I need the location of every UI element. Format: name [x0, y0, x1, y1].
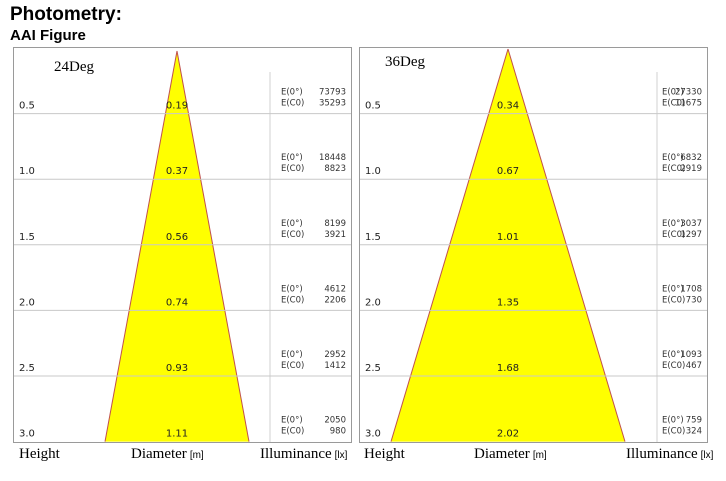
illuminance-label-text: Illuminance [260, 446, 332, 462]
e0-value: 8199 [324, 219, 346, 229]
ec0-value: 1412 [324, 361, 346, 371]
e0-label: E(0°) [662, 153, 684, 163]
height-value: 2.0 [19, 297, 35, 308]
e0-label: E(0°) [281, 416, 303, 426]
diameter-axis-label: Diameter [m] [474, 446, 547, 463]
height-value: 0.5 [19, 101, 35, 112]
height-value: 0.5 [365, 101, 381, 112]
ec0-value: 980 [330, 427, 346, 437]
e0-label: E(0°) [662, 284, 684, 294]
ec0-label: E(C0) [662, 164, 685, 174]
ec0-value: 1297 [680, 230, 702, 240]
beam-panel-36deg: 0.5 0.34 E(0°) 27330 E(C0) 11675 1.0 0.67 E(0°) 6… [359, 47, 708, 443]
diameter-label-text: Diameter [474, 446, 530, 462]
illuminance-unit: [lx] [700, 450, 714, 461]
e0-label: E(0°) [281, 88, 303, 98]
height-value: 2.5 [365, 363, 381, 374]
diameter-axis-label: Diameter [m] [131, 446, 204, 463]
beam-diagram-24deg: 0.5 0.19 E(0°) 73793 E(C0) 35293 1.0 0.37 E(0°) 1… [14, 50, 351, 442]
diameter-value: 0.34 [497, 101, 519, 112]
diameter-value: 0.37 [166, 166, 188, 177]
illuminance-unit: [lx] [334, 450, 348, 461]
beam-panel-24deg: 0.5 0.19 E(0°) 73793 E(C0) 35293 1.0 0.37 E(0°) 1… [13, 47, 352, 443]
ec0-value: 2919 [680, 164, 702, 174]
height-value: 2.5 [19, 363, 35, 374]
ec0-label: E(C0) [662, 295, 685, 305]
e0-label: E(0°) [281, 219, 303, 229]
ec0-label: E(C0) [281, 361, 304, 371]
diameter-value: 0.74 [166, 297, 188, 308]
e0-label: E(0°) [662, 219, 684, 229]
ec0-value: 2206 [324, 295, 346, 305]
e0-label: E(0°) [281, 153, 303, 163]
height-value: 3.0 [365, 429, 381, 440]
diameter-value: 0.93 [166, 363, 188, 374]
e0-label: E(0°) [281, 284, 303, 294]
diameter-value: 0.19 [166, 101, 188, 112]
e0-value: 1708 [680, 284, 702, 294]
height-value: 1.5 [365, 232, 381, 243]
ec0-label: E(C0) [281, 164, 304, 174]
height-value: 3.0 [19, 429, 35, 440]
diameter-unit: [m] [532, 450, 547, 461]
ec0-label: E(C0) [662, 427, 685, 437]
e0-value: 3037 [680, 219, 702, 229]
height-value: 1.0 [19, 166, 35, 177]
ec0-value: 467 [686, 361, 702, 371]
beam-cone [105, 51, 249, 442]
diameter-value: 2.02 [497, 429, 519, 440]
ec0-value: 3921 [324, 230, 346, 240]
page-title: Photometry: [10, 4, 122, 25]
illuminance-label-text: Illuminance [626, 446, 698, 462]
diameter-value: 0.67 [497, 166, 519, 177]
e0-value: 6832 [680, 153, 702, 163]
diameter-value: 1.68 [497, 363, 519, 374]
e0-label: E(0°) [662, 350, 684, 360]
ec0-label: E(C0) [662, 361, 685, 371]
ec0-value: 730 [686, 295, 702, 305]
ec0-label: E(C0) [662, 99, 685, 109]
ec0-label: E(C0) [662, 230, 685, 240]
e0-value: 2050 [324, 416, 346, 426]
ec0-label: E(C0) [281, 230, 304, 240]
diameter-unit: [m] [189, 450, 204, 461]
e0-value: 27330 [675, 88, 702, 98]
e0-value: 759 [686, 416, 702, 426]
diameter-label-text: Diameter [131, 446, 187, 462]
e0-value: 2952 [324, 350, 346, 360]
beam-angle-label: 24Deg [54, 59, 94, 75]
ec0-value: 11675 [675, 99, 702, 109]
page-subtitle: AAI Figure [10, 27, 86, 44]
ec0-value: 324 [686, 427, 702, 437]
e0-value: 4612 [324, 284, 346, 294]
diameter-value: 1.11 [166, 429, 188, 440]
ec0-label: E(C0) [281, 295, 304, 305]
illuminance-axis-label: Illuminance [lx] [260, 446, 347, 463]
e0-value: 1093 [680, 350, 702, 360]
e0-label: E(0°) [662, 416, 684, 426]
e0-label: E(0°) [662, 88, 684, 98]
ec0-value: 8823 [324, 164, 346, 174]
height-axis-label: Height [19, 446, 60, 462]
e0-value: 73793 [319, 88, 346, 98]
beam-angle-label: 36Deg [385, 54, 425, 70]
height-value: 1.5 [19, 232, 35, 243]
diameter-value: 0.56 [166, 232, 188, 243]
ec0-label: E(C0) [281, 99, 304, 109]
height-axis-label: Height [364, 446, 405, 462]
e0-label: E(0°) [281, 350, 303, 360]
diameter-value: 1.01 [497, 232, 519, 243]
height-value: 2.0 [365, 297, 381, 308]
e0-value: 18448 [319, 153, 346, 163]
diameter-value: 1.35 [497, 297, 519, 308]
illuminance-axis-label: Illuminance [lx] [626, 446, 713, 463]
ec0-label: E(C0) [281, 427, 304, 437]
height-value: 1.0 [365, 166, 381, 177]
ec0-value: 35293 [319, 99, 346, 109]
